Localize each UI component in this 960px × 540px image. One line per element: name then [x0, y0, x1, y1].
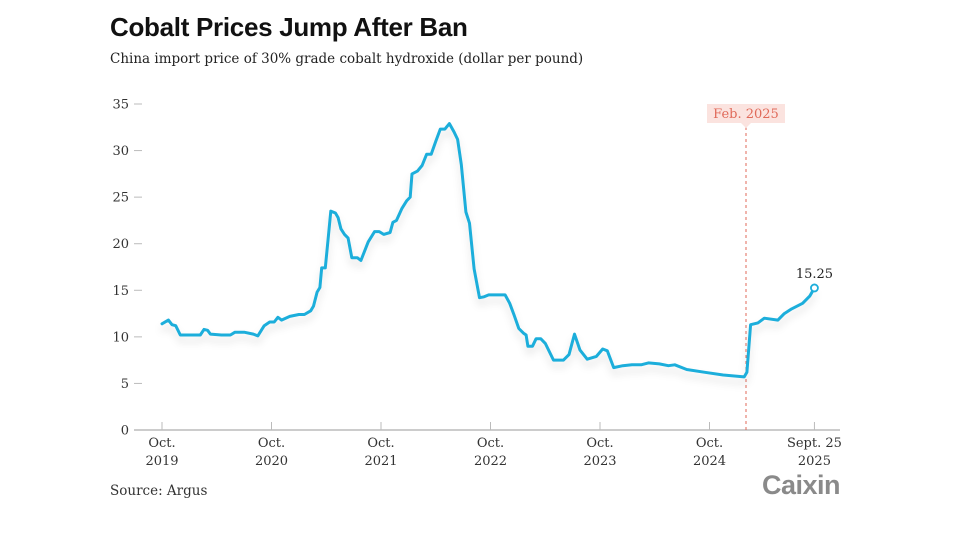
y-tick-label: 25: [112, 191, 129, 206]
chart-card: [92, 0, 868, 540]
x-tick-label-year: 2020: [255, 454, 288, 469]
y-tick-label: 30: [112, 144, 129, 159]
y-tick-label: 10: [112, 330, 129, 345]
x-tick-label-month: Oct.: [696, 436, 723, 451]
x-tick-label-month: Oct.: [258, 436, 285, 451]
ban-date-pointer: [741, 123, 751, 128]
end-value-label: 15.25: [796, 267, 833, 282]
price-line: [160, 122, 816, 379]
x-tick-label-year: 2019: [145, 454, 178, 469]
y-axis: 0 5 10 15 20 25 30 35: [112, 98, 142, 439]
x-tick-label-year: 2021: [364, 454, 397, 469]
x-axis: Oct. 2019 Oct. 2020 Oct. 2021 Oct. 2022 Oct. 2023…: [134, 422, 842, 469]
x-tick-label-month: Oct.: [477, 436, 504, 451]
ban-date-label-bg: [707, 104, 785, 123]
ban-date-label: Feb. 2025: [713, 107, 779, 122]
series-group: 15.25: [160, 122, 833, 379]
source-note: Source: Argus: [110, 483, 208, 499]
x-tick-label-year: 2025: [798, 454, 831, 469]
x-tick-label-year: 2023: [583, 454, 616, 469]
x-tick-label-month: Oct.: [367, 436, 394, 451]
y-tick-label: 20: [112, 237, 129, 252]
x-tick-label-month: Sept. 25: [787, 436, 842, 451]
x-tick-label-year: 2024: [693, 454, 726, 469]
x-tick-label-year: 2022: [474, 454, 507, 469]
annotations: Feb. 2025: [707, 104, 785, 432]
x-tick-label-month: Oct.: [586, 436, 613, 451]
y-tick-label: 5: [121, 377, 129, 392]
x-tick-label-month: Oct.: [148, 436, 175, 451]
chart-subtitle: China import price of 30% grade cobalt h…: [110, 51, 584, 67]
y-tick-label: 15: [112, 284, 129, 299]
caixin-logo: Caixin: [762, 470, 841, 500]
end-point-marker: [810, 283, 819, 293]
chart-title: Cobalt Prices Jump After Ban: [110, 12, 468, 42]
y-tick-label: 35: [112, 98, 129, 113]
y-tick-label: 0: [121, 424, 129, 439]
